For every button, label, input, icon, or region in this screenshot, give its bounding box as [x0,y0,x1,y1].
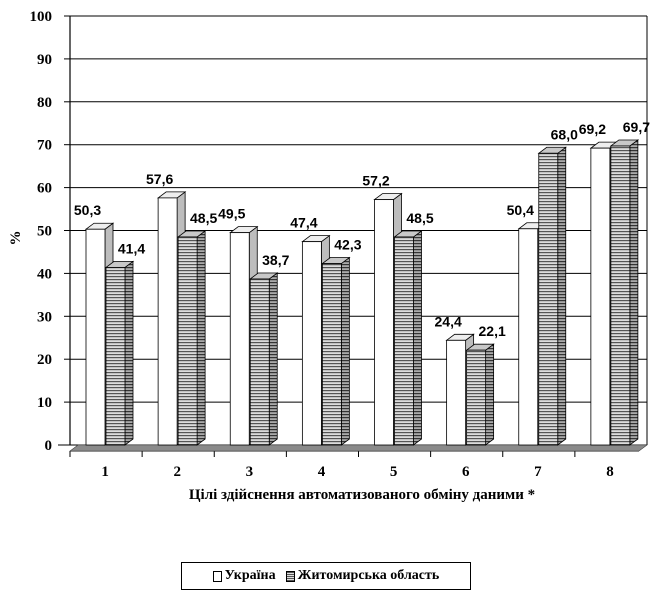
legend-item-zhytomyr: Житомирська область [285,568,440,584]
bar-zhytomyr [105,266,126,446]
bar-zhytomyr-side [268,272,278,446]
legend: Україна Житомирська область [181,562,471,590]
bar-zhytomyr [538,152,559,446]
bar-ukraine [85,228,106,446]
bar-ukraine [446,339,467,446]
legend-swatch-ukraine [212,570,222,582]
bar-ukraine [590,147,611,446]
y-tick-label: 30 [37,309,52,325]
y-tick-label: 40 [37,266,52,282]
y-axis-ticks: 0 10 20 30 40 50 60 70 80 90 100 [30,9,53,454]
legend-swatch-zhytomyr [285,570,295,582]
data-label-ukraine: 50,4 [507,202,534,218]
y-axis-title: % [8,231,24,246]
data-label-zhytomyr: 38,7 [262,252,289,268]
y-tick-label: 20 [37,352,52,368]
data-label-ukraine: 50,3 [74,202,101,218]
chart-floor [69,444,648,452]
bar-zhytomyr-side [413,230,422,446]
y-tick-label: 0 [45,438,53,454]
bar-zhytomyr-side [629,139,639,446]
x-tick-label: 5 [390,464,398,480]
x-axis-title: Цілі здійснення автоматизованого обміну … [189,487,535,503]
bar-zhytomyr-side [124,260,134,446]
bar-zhytomyr-side [196,230,206,446]
data-label-ukraine: 57,6 [146,171,173,187]
legend-item-ukraine: Україна [212,568,276,584]
legend-label-zhytomyr: Житомирська область [297,568,440,583]
data-label-zhytomyr: 42,3 [334,237,361,253]
y-tick-label: 70 [37,138,52,154]
bar-ukraine [229,232,250,446]
bar-zhytomyr-side [485,343,495,446]
data-label-ukraine: 47,4 [290,215,317,231]
bar-ukraine [374,199,394,446]
x-tick-label: 6 [462,464,470,480]
data-label-zhytomyr: 22,1 [479,323,506,339]
bar-ukraine [157,197,178,446]
bar-zhytomyr [321,263,342,446]
x-tick-label: 3 [246,464,254,480]
data-label-ukraine: 57,2 [362,173,389,189]
data-label-ukraine: 69,2 [579,121,606,137]
bar-zhytomyr-side [557,146,567,446]
bar-zhytomyr [394,236,414,446]
bar-ukraine [301,241,322,446]
bar-zhytomyr [249,278,270,446]
data-label-ukraine: 49,5 [218,206,245,222]
data-label-zhytomyr: 68,0 [551,126,578,142]
legend-label-ukraine: Україна [224,568,276,583]
y-tick-label: 100 [30,9,53,25]
y-tick-label: 80 [37,95,52,111]
x-tick-label: 7 [534,464,542,480]
bar-zhytomyr [610,145,631,446]
y-tick-label: 60 [37,181,52,197]
x-tick-label: 1 [101,464,109,480]
data-label-zhytomyr: 48,5 [406,210,433,226]
y-tick-label: 50 [37,224,52,240]
y-tick-label: 90 [37,52,52,68]
data-labels: 50,341,457,648,5 49,538,747,442,357,248,5… [74,119,650,339]
x-axis-ticks: 1 2 3 4 5 6 7 8 [101,464,613,480]
data-label-zhytomyr: 69,7 [623,119,650,135]
data-label-zhytomyr: 48,5 [190,210,217,226]
bar-zhytomyr-side [340,256,350,446]
bar-zhytomyr [177,236,198,446]
x-tick-label: 2 [173,464,181,480]
floor-plane [69,444,648,452]
bar-ukraine [518,228,539,446]
data-label-zhytomyr: 41,4 [118,240,145,256]
data-label-ukraine: 24,4 [435,313,462,329]
y-tick-label: 10 [37,395,52,411]
bar-zhytomyr [466,349,487,446]
x-tick-label: 8 [606,464,614,480]
bars [84,139,640,446]
x-tick-label: 4 [318,464,326,480]
